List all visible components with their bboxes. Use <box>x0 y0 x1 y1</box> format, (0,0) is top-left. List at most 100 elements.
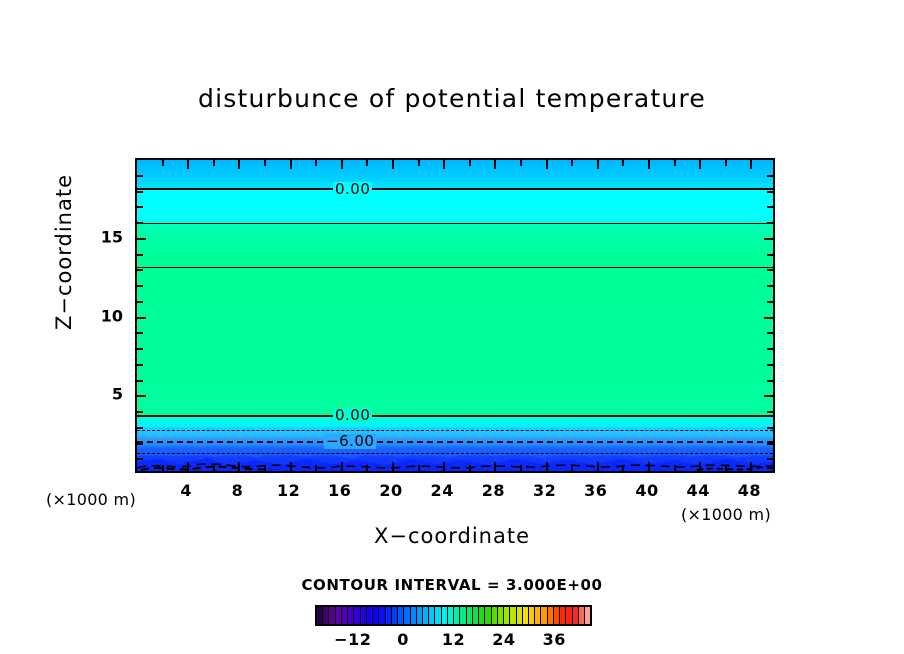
colorbar-cell <box>528 607 536 624</box>
x-tick <box>699 462 702 471</box>
contour-line-minus9 <box>137 453 773 454</box>
x-tick <box>340 462 343 471</box>
colorbar-cell <box>422 607 430 624</box>
colorbar-tick-label: 24 <box>492 630 516 649</box>
field-band <box>137 175 773 189</box>
colorbar-cell <box>460 607 467 624</box>
y-tick <box>137 174 143 177</box>
contour-line-zero-top <box>137 188 773 190</box>
x-tick <box>724 465 727 471</box>
x-tick-label: 16 <box>328 481 352 500</box>
x-axis-title: X−coordinate <box>374 524 530 548</box>
contour-label-zero-lower: 0.00 <box>333 406 373 424</box>
y-tick <box>137 458 143 461</box>
x-tick <box>238 160 241 169</box>
y-tick <box>137 442 143 445</box>
page-title: disturbunce of potential temperature <box>198 84 706 113</box>
x-tick <box>238 462 241 471</box>
contour-line-zero-lower <box>137 415 773 417</box>
field-band <box>137 427 773 437</box>
y-axis-title: Z−coordinate <box>52 174 76 330</box>
x-tick-label: 44 <box>686 481 710 500</box>
x-tick <box>622 465 625 471</box>
contour-line-3 <box>137 223 773 224</box>
x-tick-label: 28 <box>481 481 506 500</box>
colorbar-cell <box>510 607 517 624</box>
y-tick <box>137 332 143 335</box>
y-tick <box>137 395 146 398</box>
colorbar-cell <box>366 607 374 624</box>
x-tick <box>494 462 497 471</box>
x-tick <box>443 160 446 169</box>
x-tick <box>392 462 394 471</box>
x-tick <box>212 160 215 166</box>
colorbar-cell <box>547 607 554 624</box>
x-axis-unit-label: (×1000 m) <box>681 505 771 524</box>
contour-line-minus6 <box>137 441 773 443</box>
x-tick <box>264 465 266 471</box>
x-tick-label: 32 <box>532 481 557 500</box>
x-tick <box>289 160 292 169</box>
y-tick <box>767 190 773 193</box>
y-tick <box>767 348 773 350</box>
colorbar-cell <box>391 607 399 624</box>
colorbar-cell <box>398 607 405 624</box>
y-tick <box>767 222 773 224</box>
colorbar-cell <box>535 607 542 624</box>
y-tick-label: 5 <box>111 384 123 404</box>
y-tick <box>767 442 773 445</box>
x-tick <box>622 160 625 166</box>
x-tick-label: 4 <box>180 481 193 500</box>
colorbar-cell <box>447 607 455 624</box>
x-tick <box>520 160 522 166</box>
y-tick <box>767 411 773 413</box>
colorbar-cell <box>404 607 411 624</box>
contour-line-minus12-lower <box>140 465 773 471</box>
x-tick-label: 40 <box>635 481 659 500</box>
x-tick <box>750 160 753 169</box>
colorbar-cell <box>541 607 548 624</box>
x-tick <box>443 462 446 471</box>
y-tick <box>764 237 773 240</box>
x-tick <box>212 465 215 471</box>
field-band <box>137 189 773 220</box>
colorbar-cell <box>504 607 511 624</box>
colorbar-cell <box>416 607 423 624</box>
y-tick <box>137 222 143 224</box>
y-tick <box>137 237 146 240</box>
y-tick <box>137 363 143 366</box>
colorbar-cell <box>410 607 417 624</box>
colorbar-title: CONTOUR INTERVAL = 3.000E+00 <box>301 576 603 594</box>
x-tick <box>596 462 599 471</box>
x-tick <box>520 465 522 471</box>
y-tick <box>137 316 146 319</box>
colorbar-cell <box>491 607 498 624</box>
x-tick <box>340 160 343 169</box>
colorbar-cell <box>441 607 448 624</box>
colorbar-cell <box>485 607 492 624</box>
x-tick <box>673 160 676 166</box>
colorbar-cell <box>317 607 324 624</box>
x-tick <box>161 465 164 471</box>
scalar-field-image: 0.00 0.00 −6.00 <box>137 160 773 471</box>
colorbar-cell <box>572 607 579 624</box>
colorbar-tick-label: 12 <box>441 630 466 649</box>
y-tick <box>137 285 143 287</box>
colorbar-cell <box>354 607 361 624</box>
x-tick <box>750 462 753 471</box>
contour-line-minus12 <box>137 463 773 469</box>
colorbar-cell <box>566 607 573 624</box>
y-tick <box>764 316 773 319</box>
colorbar-cell <box>472 607 480 624</box>
colorbar-cell <box>479 607 486 624</box>
y-tick-label: 15 <box>100 227 123 247</box>
y-tick <box>137 190 143 193</box>
x-tick-label: 24 <box>430 481 454 500</box>
x-tick <box>315 160 318 166</box>
colorbar-cell <box>348 607 355 624</box>
y-tick <box>137 411 143 413</box>
y-tick <box>767 426 773 429</box>
y-tick <box>767 300 773 303</box>
x-tick-label: 36 <box>584 481 608 500</box>
x-tick <box>315 465 318 471</box>
